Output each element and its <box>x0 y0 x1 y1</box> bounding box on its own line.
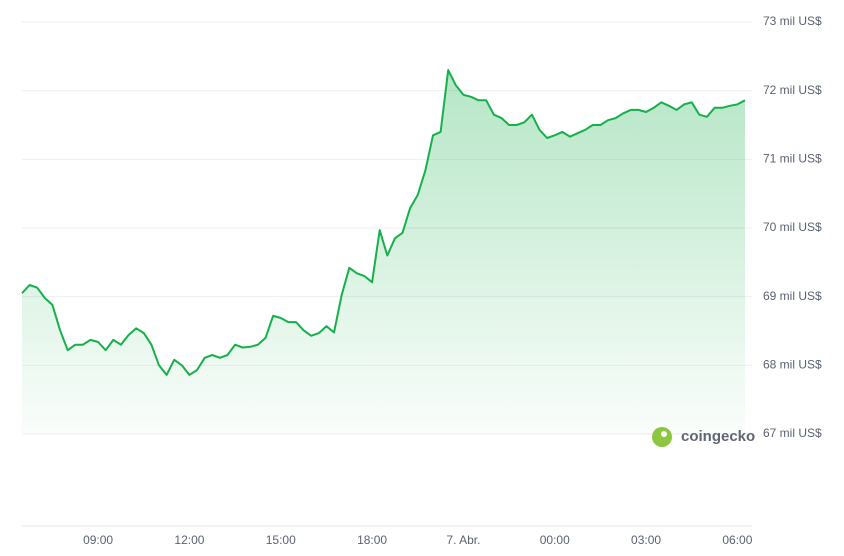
x-tick-label: 00:00 <box>540 533 570 547</box>
y-tick-label: 67 mil US$ <box>763 426 822 440</box>
y-tick-label: 69 mil US$ <box>763 289 822 303</box>
x-tick-label: 15:00 <box>266 533 296 547</box>
y-tick-label: 73 mil US$ <box>763 14 822 28</box>
area <box>22 70 745 434</box>
x-tick-label: 03:00 <box>631 533 661 547</box>
y-tick-label: 72 mil US$ <box>763 83 822 97</box>
y-tick-label: 71 mil US$ <box>763 152 822 166</box>
x-tick-label: 06:00 <box>722 533 752 547</box>
x-tick-label: 18:00 <box>357 533 387 547</box>
x-tick-label: 12:00 <box>174 533 204 547</box>
price-line <box>21 69 746 376</box>
x-tick-label: 09:00 <box>83 533 113 547</box>
y-tick-label: 68 mil US$ <box>763 358 822 372</box>
x-tick-label: 7. Abr. <box>446 533 480 547</box>
y-tick-label: 70 mil US$ <box>763 220 822 234</box>
